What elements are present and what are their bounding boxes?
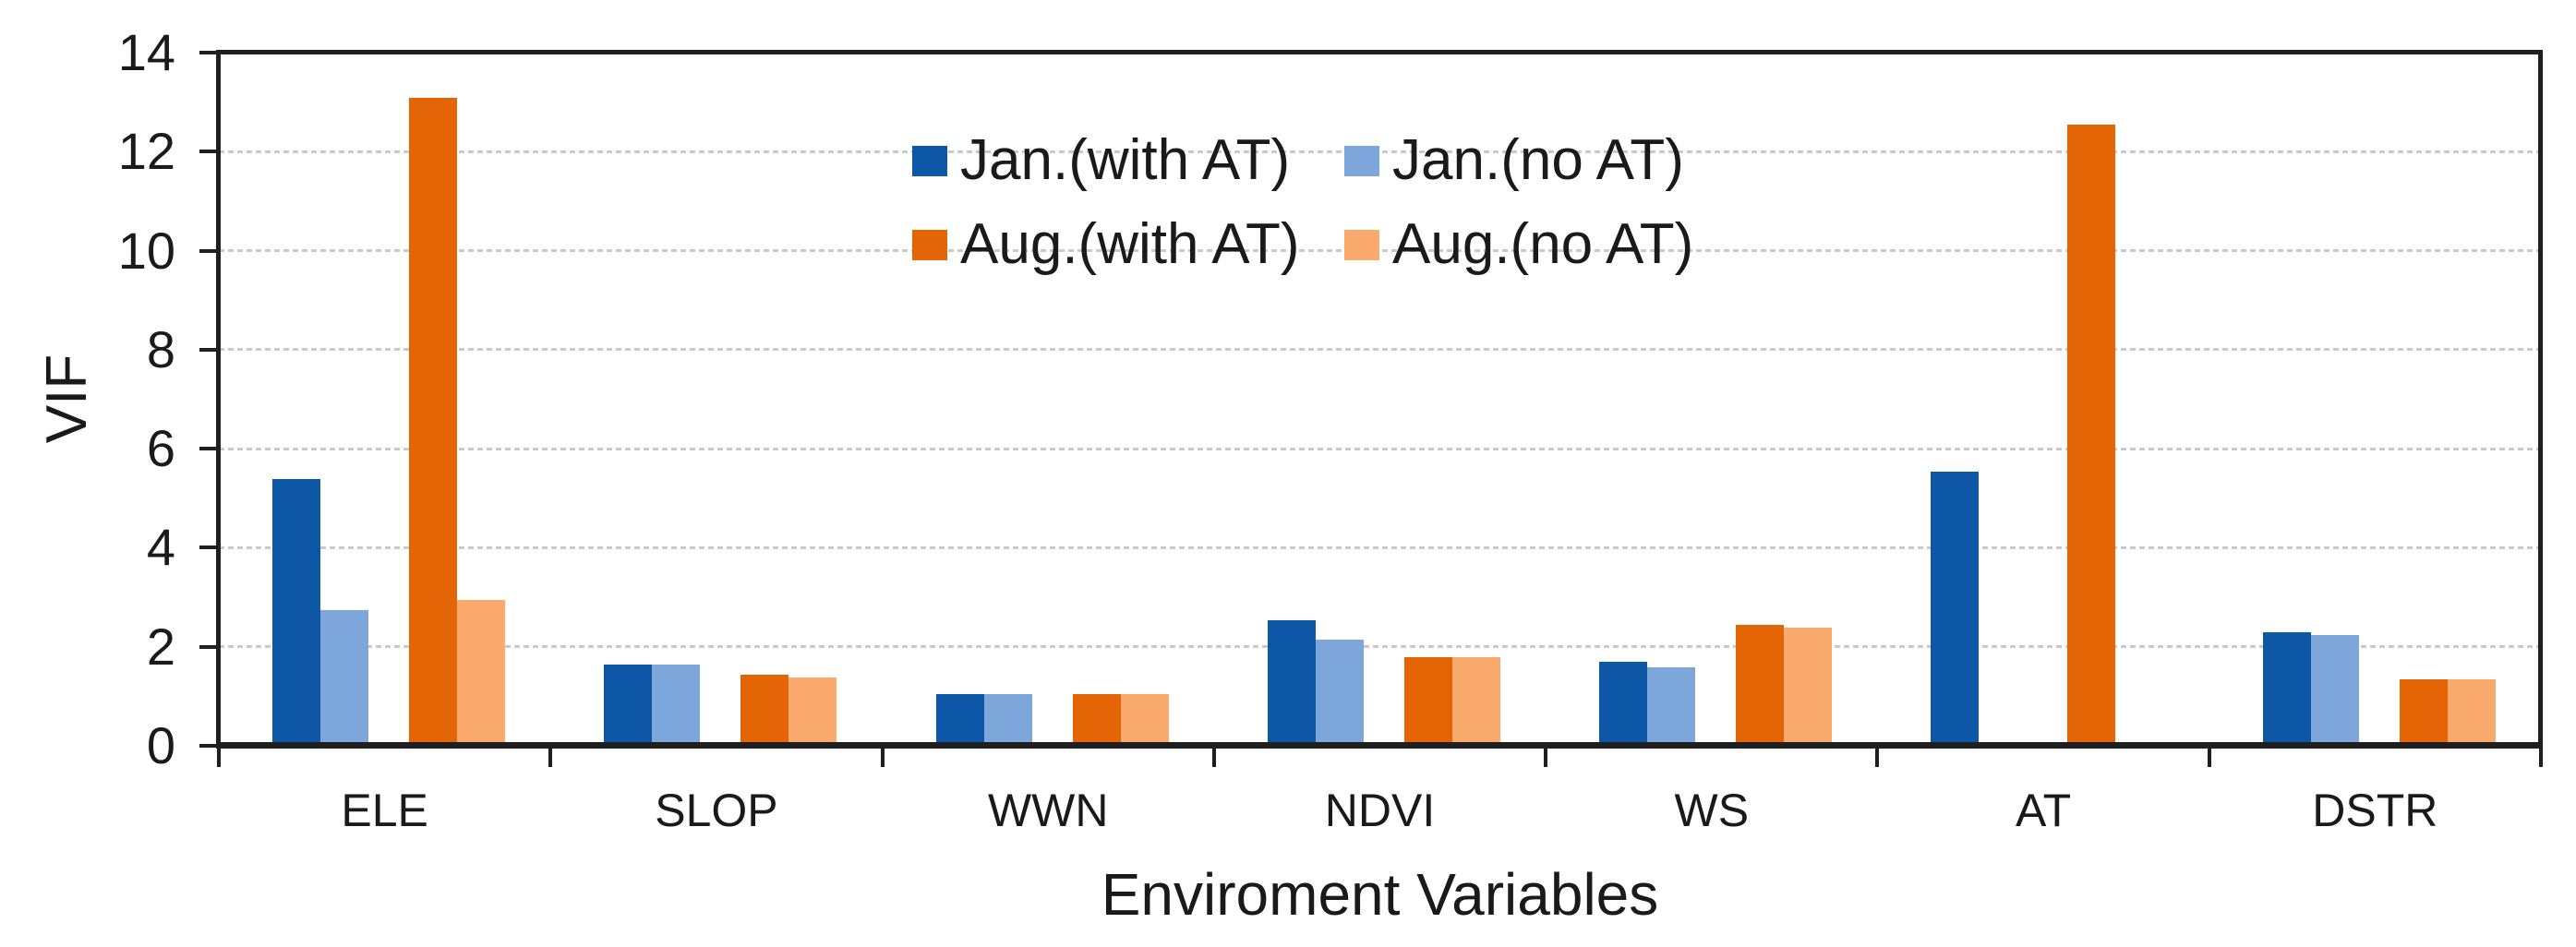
bar-jan-with-at-ws bbox=[1599, 662, 1648, 744]
x-tick-label-slop: SLOP bbox=[655, 785, 778, 836]
bar-aug-no-at-slop bbox=[788, 677, 837, 744]
gridline-4 bbox=[219, 545, 2541, 549]
gridline-10 bbox=[219, 249, 2541, 253]
x-tick-3 bbox=[1211, 749, 1216, 767]
legend-entry-jan-no-at: Jan.(no AT) bbox=[1344, 129, 1684, 192]
y-tick-8 bbox=[199, 347, 219, 352]
bar-jan-with-at-at bbox=[1931, 471, 1980, 744]
bar-jan-no-at-slop bbox=[652, 665, 701, 744]
legend-swatch-aug-no-at bbox=[1344, 229, 1379, 260]
x-tick-label-at: AT bbox=[2015, 785, 2072, 836]
x-axis-title: Enviroment Variables bbox=[1101, 861, 1659, 928]
y-tick-label-0: 0 bbox=[146, 716, 175, 774]
bar-aug-with-at-ndvi bbox=[1403, 657, 1452, 744]
bar-jan-no-at-ws bbox=[1647, 666, 1696, 744]
bar-aug-with-at-wwn bbox=[1072, 694, 1121, 744]
bar-jan-with-at-ndvi bbox=[1267, 619, 1316, 744]
bar-aug-with-at-at bbox=[2067, 125, 2116, 744]
legend-label-jan-with-at: Jan.(with AT) bbox=[960, 128, 1291, 192]
legend-swatch-jan-with-at bbox=[912, 145, 947, 176]
legend-label-aug-no-at: Aug.(no AT) bbox=[1392, 212, 1694, 276]
legend-entry-aug-with-at: Aug.(with AT) bbox=[912, 213, 1300, 276]
x-tick-0 bbox=[217, 749, 221, 767]
x-tick-7 bbox=[2539, 749, 2543, 767]
bar-aug-no-at-wwn bbox=[1120, 694, 1169, 744]
legend-swatch-aug-with-at bbox=[912, 229, 947, 260]
legend-entry-aug-no-at: Aug.(no AT) bbox=[1344, 213, 1693, 276]
bar-jan-no-at-ndvi bbox=[1315, 640, 1364, 744]
y-tick-label-6: 6 bbox=[146, 419, 175, 478]
gridline-6 bbox=[219, 447, 2541, 450]
bar-aug-no-at-ndvi bbox=[1451, 657, 1500, 744]
legend-entry-jan-with-at: Jan.(with AT) bbox=[912, 129, 1290, 192]
y-tick-4 bbox=[199, 545, 219, 550]
y-tick-12 bbox=[199, 150, 219, 154]
y-tick-10 bbox=[199, 248, 219, 253]
x-tick-label-ws: WS bbox=[1674, 785, 1750, 836]
x-tick-6 bbox=[2207, 749, 2211, 767]
bar-aug-with-at-ele bbox=[409, 97, 457, 744]
bar-aug-no-at-ws bbox=[1784, 627, 1833, 744]
y-tick-label-10: 10 bbox=[117, 221, 175, 280]
bar-aug-with-at-ws bbox=[1736, 625, 1785, 744]
x-tick-2 bbox=[880, 749, 885, 767]
y-tick-2 bbox=[199, 644, 219, 649]
gridline-2 bbox=[219, 645, 2541, 649]
gridline-12 bbox=[219, 150, 2541, 153]
x-tick-label-wwn: WWN bbox=[987, 785, 1109, 836]
x-tick-1 bbox=[548, 749, 553, 767]
y-tick-label-14: 14 bbox=[117, 23, 175, 81]
y-tick-label-12: 12 bbox=[117, 122, 175, 181]
bar-jan-with-at-wwn bbox=[935, 694, 984, 744]
bar-jan-no-at-wwn bbox=[983, 694, 1032, 744]
legend-swatch-jan-no-at bbox=[1344, 145, 1379, 176]
y-tick-label-8: 8 bbox=[146, 319, 175, 378]
x-tick-4 bbox=[1544, 749, 1548, 767]
x-tick-label-ele: ELE bbox=[341, 785, 428, 836]
bar-jan-with-at-slop bbox=[604, 665, 653, 744]
x-tick-label-ndvi: NDVI bbox=[1324, 785, 1436, 836]
y-tick-0 bbox=[199, 744, 219, 748]
x-tick-label-dstr: DSTR bbox=[2312, 785, 2438, 836]
y-tick-label-2: 2 bbox=[146, 617, 175, 676]
bar-aug-with-at-slop bbox=[740, 674, 789, 744]
bar-aug-with-at-dstr bbox=[2399, 679, 2448, 744]
bar-aug-no-at-dstr bbox=[2447, 679, 2496, 744]
x-tick-5 bbox=[1875, 749, 1880, 767]
y-tick-6 bbox=[199, 447, 219, 451]
bar-jan-with-at-dstr bbox=[2262, 632, 2311, 744]
bar-jan-no-at-dstr bbox=[2310, 634, 2359, 744]
gridline-8 bbox=[219, 348, 2541, 352]
y-tick-14 bbox=[199, 51, 219, 54]
bar-aug-no-at-ele bbox=[457, 600, 505, 744]
legend-label-aug-with-at: Aug.(with AT) bbox=[960, 212, 1300, 276]
legend-label-jan-no-at: Jan.(no AT) bbox=[1392, 128, 1684, 192]
y-tick-label-4: 4 bbox=[146, 518, 175, 577]
bar-jan-no-at-ele bbox=[320, 610, 368, 744]
bar-jan-with-at-ele bbox=[272, 479, 320, 744]
